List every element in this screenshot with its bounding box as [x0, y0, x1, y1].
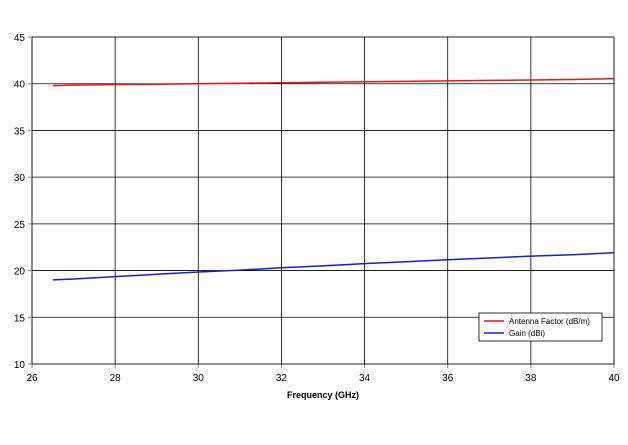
y-tick-label-25: 25 — [14, 220, 26, 231]
x-tick-label-38: 38 — [525, 373, 537, 384]
legend-label-antenna-factor: Antenna Factor (dB/m) — [509, 317, 590, 326]
y-tick-label-10: 10 — [14, 360, 26, 371]
plot-area — [31, 36, 615, 365]
x-tick-label-34: 34 — [359, 373, 371, 384]
x-tick-label-26: 26 — [26, 373, 38, 384]
y-tick-label-40: 40 — [14, 80, 26, 91]
x-tick-label-32: 32 — [276, 373, 288, 384]
tick-labels: 26 28 30 32 34 36 38 40 10 15 20 25 30 35 40 45 — [14, 33, 620, 384]
y-tick-label-30: 30 — [14, 173, 26, 184]
series-line-gain-dbi — [52, 252, 615, 281]
x-tick-label-30: 30 — [193, 373, 205, 384]
legend-label-gain: Gain (dBi) — [509, 329, 545, 338]
legend: Antenna Factor (dB/m) Gain (dBi) — [478, 312, 603, 342]
y-tick-label-15: 15 — [14, 313, 26, 324]
x-tick-label-40: 40 — [608, 373, 620, 384]
legend-box — [478, 312, 603, 342]
y-tick-label-20: 20 — [14, 267, 26, 278]
series-lines — [52, 77, 615, 281]
x-tick-label-36: 36 — [442, 373, 454, 384]
x-tick-label-28: 28 — [110, 373, 122, 384]
y-tick-label-45: 45 — [14, 33, 26, 44]
series-line-antenna-factor-db-m — [52, 77, 615, 87]
x-axis-title: Frequency (GHz) — [287, 390, 359, 400]
y-tick-label-35: 35 — [14, 126, 26, 137]
